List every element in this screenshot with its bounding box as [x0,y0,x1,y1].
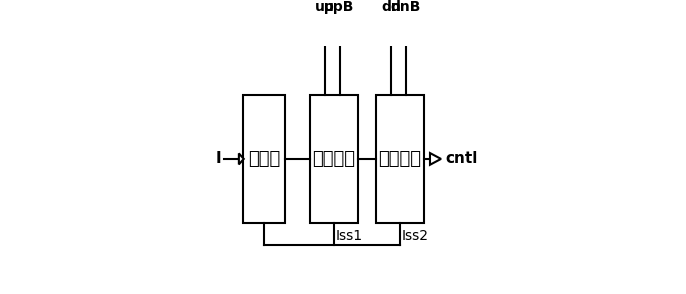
Text: up: up [316,0,335,14]
Text: 差分电路: 差分电路 [379,150,421,168]
Text: Iss1: Iss1 [335,229,363,243]
Polygon shape [430,153,441,165]
Text: 差分电路: 差分电路 [312,150,355,168]
Text: Iss2: Iss2 [402,229,429,243]
Bar [310,95,357,223]
Text: dn: dn [381,0,401,14]
Text: cntl: cntl [445,151,477,166]
Text: I: I [215,151,221,166]
Bar [243,95,285,223]
Text: upB: upB [324,0,355,14]
Text: dnB: dnB [390,0,421,14]
Polygon shape [239,153,244,164]
Bar [376,95,424,223]
Text: 电流镜: 电流镜 [248,150,280,168]
